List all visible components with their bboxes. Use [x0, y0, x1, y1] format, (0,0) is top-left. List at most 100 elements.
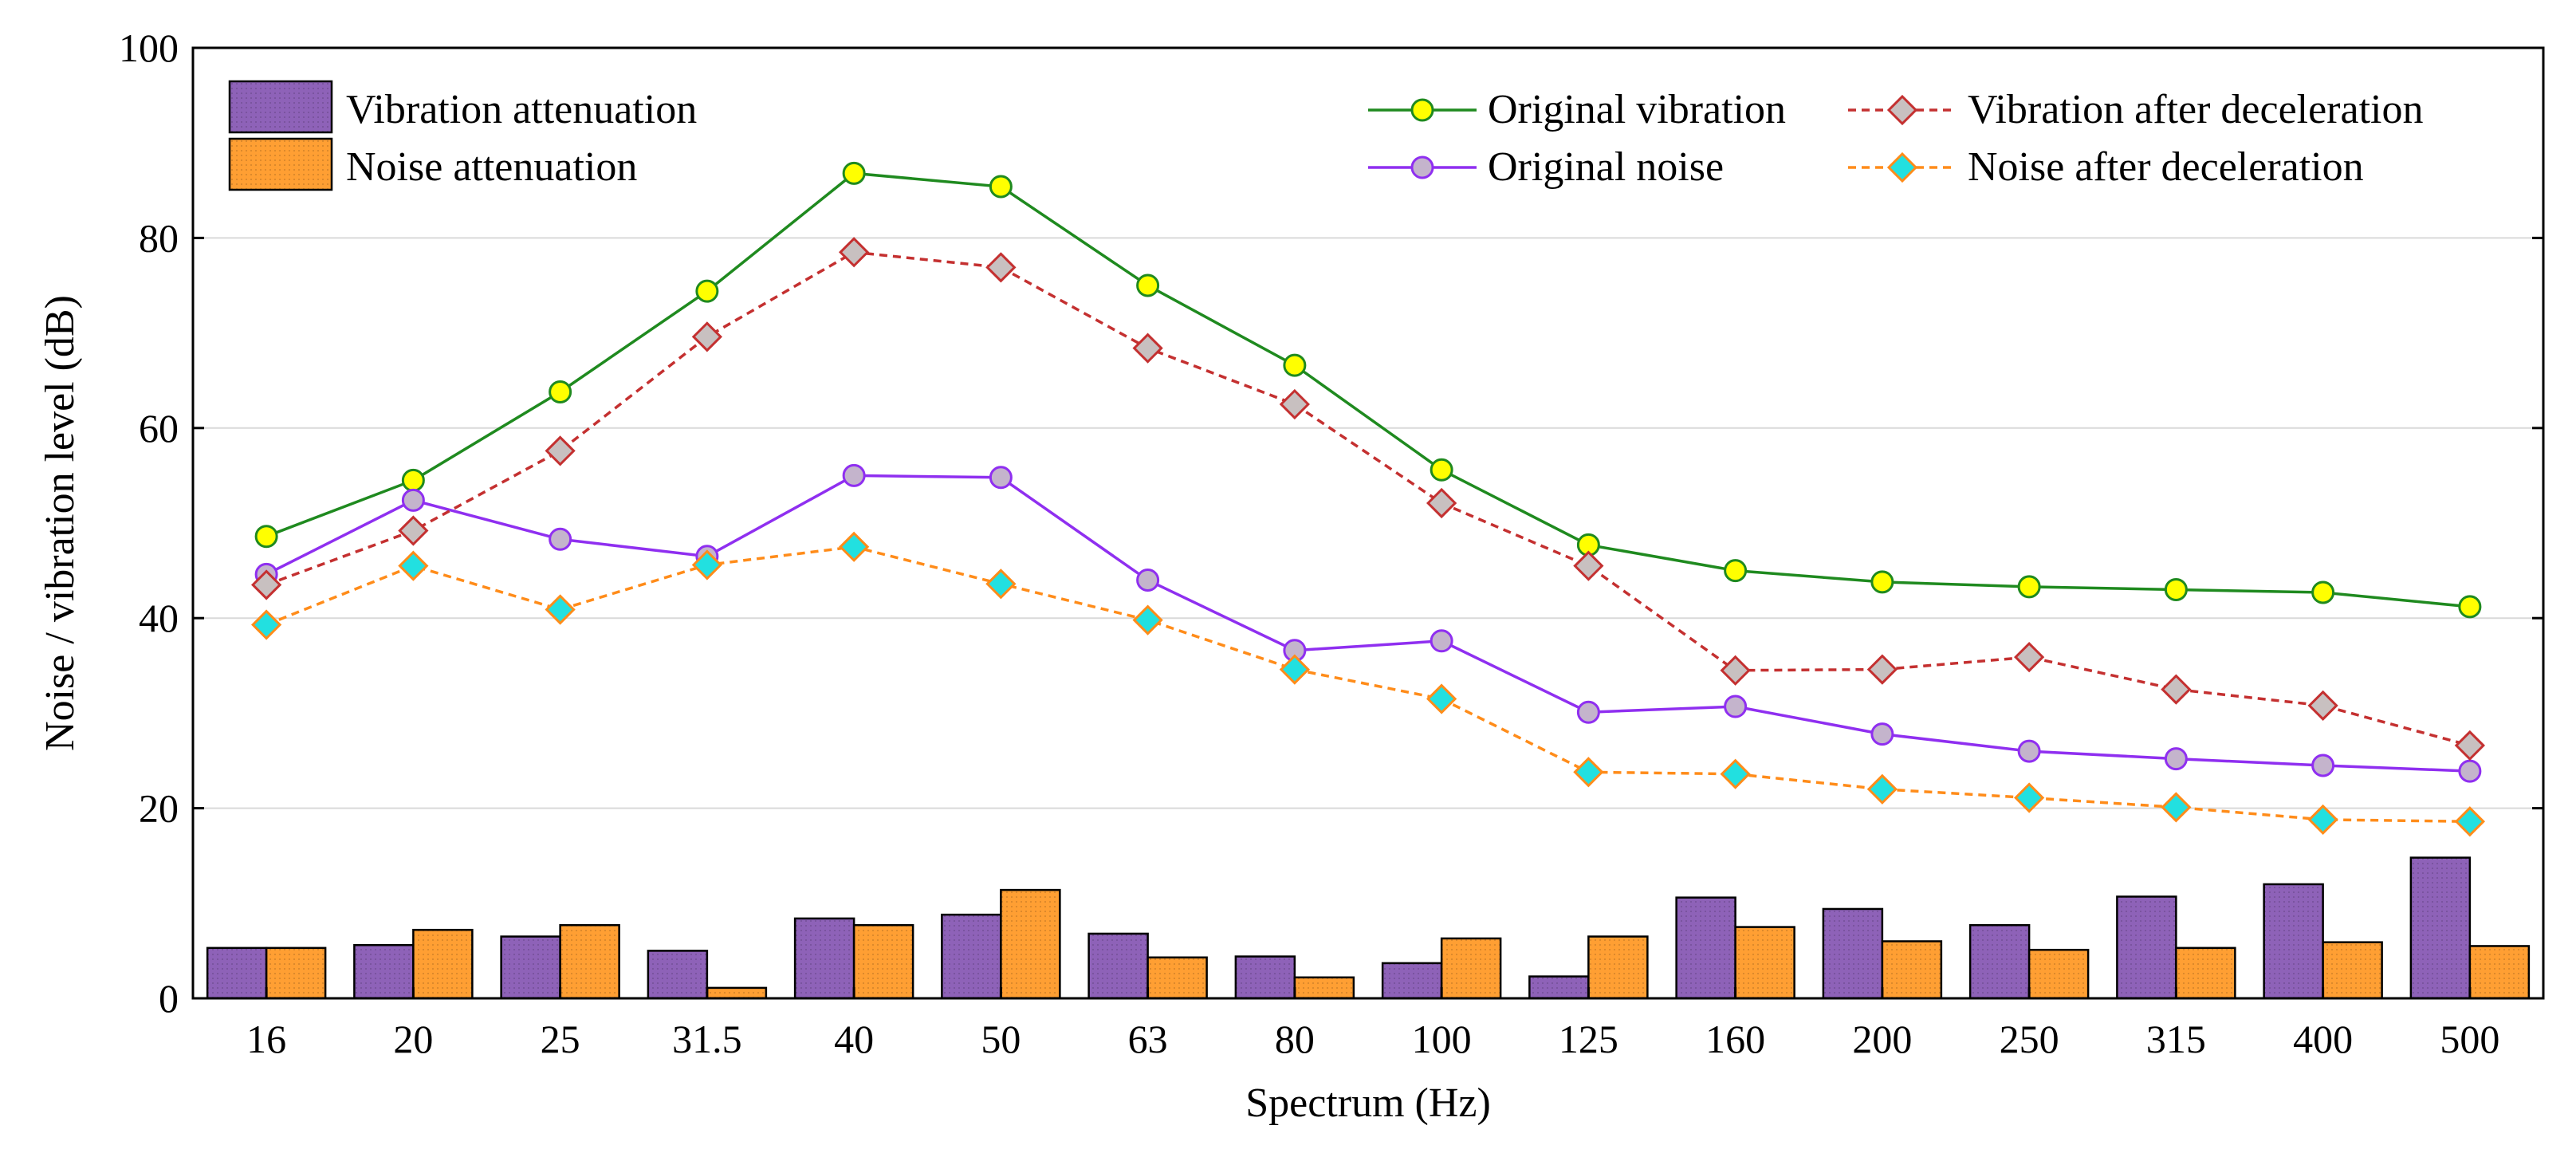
- point-vibration-after-deceleration: [1279, 388, 1310, 420]
- point-original-noise: [989, 466, 1013, 490]
- point-noise-after-deceleration: [251, 609, 282, 640]
- legend-label: Noise after deceleration: [1968, 144, 2364, 190]
- legend-swatch-marker: [1886, 152, 1918, 183]
- point-vibration-after-deceleration: [1426, 487, 1457, 519]
- point-vibration-after-deceleration: [839, 237, 870, 268]
- point-original-vibration: [1724, 559, 1748, 583]
- bar-noise-attenuation: [1440, 937, 1502, 1000]
- point-original-vibration: [2164, 577, 2188, 601]
- legend-swatch-marker: [1410, 98, 1434, 122]
- x-tick-label: 40: [834, 1017, 874, 1061]
- x-tick-label: 250: [2000, 1017, 2059, 1061]
- legend-swatch-bar: [228, 80, 333, 134]
- point-noise-after-deceleration: [691, 549, 722, 580]
- x-tick-label: 80: [1275, 1017, 1315, 1061]
- point-vibration-after-deceleration: [1720, 655, 1751, 686]
- legend-label: Original vibration: [1488, 87, 1786, 132]
- y-axis-title: Noise / vibration level (dB): [37, 295, 83, 751]
- x-tick-label: 20: [393, 1017, 433, 1061]
- plot-frame: [191, 46, 2545, 1000]
- point-vibration-after-deceleration: [2307, 690, 2338, 721]
- point-original-vibration: [1430, 458, 1453, 482]
- bar-noise-attenuation: [1587, 935, 1649, 1000]
- point-noise-after-deceleration: [398, 550, 429, 581]
- x-tick-label: 63: [1128, 1017, 1168, 1061]
- point-original-vibration: [1283, 353, 1307, 377]
- point-original-vibration: [2311, 580, 2335, 604]
- point-noise-after-deceleration: [839, 531, 870, 562]
- marker-layer: [251, 161, 2485, 837]
- y-tick-label: 20: [139, 786, 179, 831]
- x-tick-label: 315: [2146, 1017, 2206, 1061]
- point-vibration-after-deceleration: [545, 435, 576, 466]
- grid-layer: [193, 237, 2543, 809]
- y-tick-label: 60: [139, 406, 179, 451]
- series-line-noise-after-deceleration: [265, 545, 2470, 824]
- bar-vibration-attenuation: [793, 917, 855, 1000]
- x-tick-label: 500: [2440, 1017, 2499, 1061]
- bar-noise-attenuation: [1000, 888, 1061, 1000]
- bar-vibration-attenuation: [1087, 932, 1149, 1000]
- bar-noise-attenuation: [706, 986, 768, 1000]
- legend-label: Noise attenuation: [346, 144, 637, 190]
- y-tick-label: 80: [139, 215, 179, 260]
- point-original-noise: [401, 488, 425, 512]
- point-original-noise: [2458, 759, 2482, 783]
- x-tick-label: 50: [981, 1017, 1021, 1061]
- point-vibration-after-deceleration: [691, 321, 722, 352]
- bar-noise-attenuation: [2322, 941, 2383, 1000]
- y-tick-label: 0: [159, 976, 179, 1021]
- point-original-vibration: [1136, 273, 1160, 297]
- point-noise-after-deceleration: [2161, 792, 2192, 823]
- y-tick-label: 100: [119, 26, 179, 70]
- point-noise-after-deceleration: [985, 569, 1017, 600]
- bar-vibration-attenuation: [1822, 907, 1884, 1000]
- bar-vibration-attenuation: [941, 913, 1002, 1000]
- bar-noise-attenuation: [412, 928, 474, 1000]
- legend-swatch-marker: [1886, 94, 1918, 126]
- bar-vibration-attenuation: [1675, 896, 1736, 1000]
- bar-vibration-attenuation: [1381, 962, 1443, 1000]
- bar-noise-attenuation: [1881, 940, 1943, 1000]
- bar-vibration-attenuation: [2116, 895, 2177, 1000]
- point-vibration-after-deceleration: [1573, 550, 1604, 581]
- point-original-noise: [1870, 722, 1894, 746]
- point-original-noise: [1136, 569, 1160, 592]
- legend: Vibration attenuation Noise attenuation Or…: [228, 80, 2423, 191]
- series-line-vibration-after-deceleration: [265, 250, 2471, 747]
- bar-noise-attenuation: [2175, 946, 2236, 1000]
- bar-vibration-attenuation: [2409, 856, 2472, 1000]
- point-vibration-after-deceleration: [1866, 654, 1898, 685]
- x-tick-label: 31.5: [672, 1017, 742, 1061]
- bar-noise-attenuation: [559, 923, 620, 1000]
- legend-label: Original noise: [1488, 144, 1724, 190]
- point-original-noise: [2164, 747, 2188, 771]
- point-vibration-after-deceleration: [2014, 641, 2045, 673]
- y-tick-label: 40: [139, 596, 179, 640]
- point-noise-after-deceleration: [1279, 654, 1310, 685]
- point-noise-after-deceleration: [545, 594, 576, 625]
- point-noise-after-deceleration: [2307, 804, 2338, 836]
- point-vibration-after-deceleration: [398, 515, 429, 546]
- series-line-original-vibration: [265, 171, 2471, 608]
- point-original-noise: [1724, 695, 1748, 718]
- point-noise-after-deceleration: [1573, 757, 1604, 788]
- point-noise-after-deceleration: [2454, 806, 2485, 837]
- point-original-vibration: [695, 279, 719, 303]
- bar-vibration-attenuation: [1528, 975, 1590, 1000]
- point-vibration-after-deceleration: [985, 252, 1017, 283]
- legend-label: Vibration after deceleration: [1968, 87, 2423, 132]
- bar-vibration-attenuation: [1968, 923, 2031, 1000]
- x-tick-label: 25: [541, 1017, 580, 1061]
- point-original-vibration: [549, 380, 572, 404]
- point-vibration-after-deceleration: [1132, 333, 1163, 364]
- point-vibration-after-deceleration: [2454, 730, 2485, 761]
- bar-noise-attenuation: [1146, 956, 1208, 1000]
- point-original-noise: [1430, 629, 1453, 653]
- x-axis-title: Spectrum (Hz): [1245, 1080, 1491, 1126]
- point-original-noise: [1576, 700, 1600, 724]
- point-vibration-after-deceleration: [2161, 674, 2192, 705]
- point-vibration-after-deceleration: [251, 569, 282, 600]
- point-original-noise: [842, 463, 866, 487]
